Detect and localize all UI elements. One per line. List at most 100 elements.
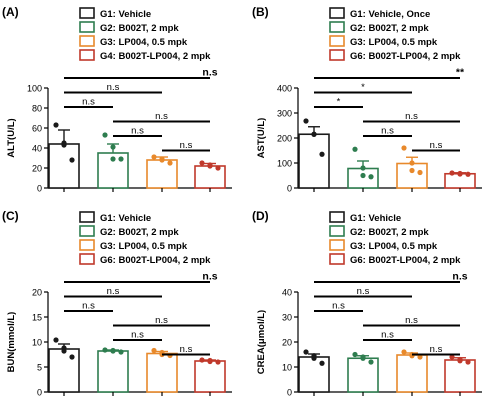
significance-label: n.s (131, 330, 144, 341)
legend-swatch (329, 253, 345, 265)
data-point (465, 171, 471, 177)
data-point (409, 167, 415, 174)
data-point (457, 171, 463, 177)
panel-label: (C) (2, 209, 19, 223)
data-point (449, 170, 455, 176)
data-point (110, 144, 116, 150)
data-point (368, 359, 374, 365)
legend-swatch (79, 253, 95, 265)
legend-swatch (329, 49, 345, 61)
y-tick-label: 60 (32, 124, 42, 134)
y-tick-label: 0 (287, 184, 292, 194)
legend-label: G2: B002T, 2 mpk (350, 227, 429, 238)
significance-label: n.s (405, 315, 418, 326)
data-point (69, 157, 75, 163)
data-point (151, 347, 157, 354)
significance-label: n.s (202, 271, 217, 283)
significance-label: n.s (430, 140, 443, 151)
data-point (207, 163, 213, 169)
legend-label: G3: LP004, 0.5 mpk (350, 241, 438, 252)
legend-label: G3: LP004, 0.5 mpk (100, 241, 188, 252)
significance-label: n.s (107, 286, 120, 297)
bar (48, 143, 80, 189)
bar (194, 165, 226, 189)
significance-label: n.s (82, 301, 95, 312)
data-point (417, 354, 423, 360)
legend-label: G2: B002T, 2 mpk (100, 23, 179, 34)
data-point (215, 165, 221, 171)
significance-label: n.s (405, 111, 418, 122)
legend-swatch (329, 225, 345, 237)
data-point (303, 349, 309, 355)
data-point (457, 358, 463, 364)
y-tick-label: 10 (32, 338, 42, 348)
significance-label: n.s (180, 140, 193, 151)
legend-label: G1: Vehicle (100, 213, 151, 224)
data-point (69, 354, 75, 360)
legend-swatch (329, 239, 345, 251)
data-point (360, 355, 366, 361)
data-point (159, 157, 165, 163)
y-tick-label: 0 (287, 388, 292, 398)
data-point (215, 359, 221, 365)
y-axis-label: BUN(mmol/L) (6, 312, 17, 373)
y-axis-label: AST(U/L) (256, 118, 267, 159)
y-tick-label: 400 (277, 84, 292, 94)
data-point (352, 351, 358, 358)
chart-panel-1: (A) G1: Vehicle G2: B002T, 2 mpk G3: LP004,… (2, 5, 232, 194)
y-tick-label: 0 (37, 388, 42, 398)
y-tick-label: 300 (277, 109, 292, 119)
data-point (401, 145, 407, 151)
data-point (465, 359, 471, 365)
data-point (118, 156, 124, 162)
y-tick-label: 40 (32, 144, 42, 154)
data-point (61, 348, 67, 354)
bar (396, 354, 428, 393)
y-tick-label: 100 (277, 159, 292, 169)
significance-label: n.s (155, 315, 168, 326)
data-point (360, 172, 366, 179)
significance-label: n.s (131, 126, 144, 137)
significance-label: n.s (180, 344, 193, 355)
y-tick-label: 40 (282, 288, 292, 298)
data-point (110, 156, 116, 162)
data-point (319, 360, 325, 366)
bar (298, 133, 330, 189)
bar (97, 350, 129, 393)
data-point (102, 347, 108, 353)
data-point (368, 174, 374, 180)
legend-label: G6: B002T-LP004, 2 mpk (100, 255, 211, 266)
bar (146, 159, 178, 189)
legend-swatch (329, 21, 345, 33)
y-tick-label: 20 (282, 338, 292, 348)
data-point (61, 142, 67, 148)
legend-swatch (79, 7, 95, 19)
legend-swatch (79, 35, 95, 47)
data-point (151, 154, 157, 160)
data-point (352, 146, 358, 152)
significance-label: n.s (82, 97, 95, 108)
legend-swatch (79, 49, 95, 61)
data-point (319, 151, 325, 157)
significance-label: n.s (381, 330, 394, 341)
bar (298, 356, 330, 393)
significance-label: ** (456, 67, 465, 79)
legend-label: G1: Vehicle, Once (350, 9, 430, 20)
data-point (360, 165, 366, 171)
legend-swatch (79, 211, 95, 223)
data-point (401, 349, 407, 355)
significance-label: n.s (430, 344, 443, 355)
bar (444, 359, 476, 393)
legend-label: G4: B002T-LP004, 2 mpk (100, 51, 211, 62)
data-point (53, 122, 59, 128)
data-point (199, 357, 205, 363)
legend-swatch (79, 21, 95, 33)
y-tick-label: 5 (37, 363, 42, 373)
chart-panel-4: (D) G1: Vehicle G2: B002T, 2 mpk G3: LP004,… (252, 209, 482, 398)
legend-swatch (329, 7, 345, 19)
data-point (118, 349, 124, 355)
significance-label: * (361, 82, 365, 93)
data-point (199, 160, 205, 166)
panel-label: (B) (252, 5, 269, 19)
significance-label: n.s (202, 67, 217, 79)
